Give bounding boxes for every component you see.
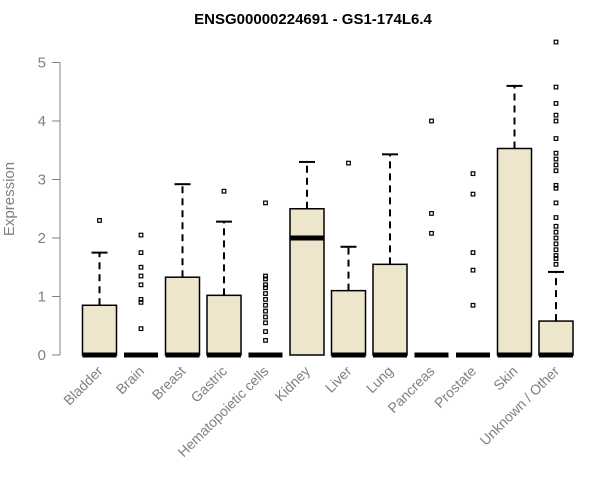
outlier-point xyxy=(138,250,144,256)
outlier-point xyxy=(470,250,476,256)
y-axis-label: Expression xyxy=(1,162,18,236)
outlier-point xyxy=(138,297,144,302)
y-tick-label: 5 xyxy=(38,55,46,72)
outlier-point xyxy=(553,185,559,191)
outlier-point xyxy=(138,282,144,288)
outlier-point xyxy=(263,282,268,288)
x-tick-label: Bladder xyxy=(60,363,106,409)
outlier-point xyxy=(138,326,144,332)
x-tick-label: Liver xyxy=(322,363,355,396)
outlier-point xyxy=(97,218,102,223)
x-tick-label: Lung xyxy=(363,363,396,396)
outlier-point xyxy=(553,118,559,124)
outlier-point xyxy=(553,253,559,258)
box xyxy=(164,276,201,356)
outlier-point xyxy=(553,182,559,188)
outlier-point xyxy=(138,232,144,238)
y-tick-label: 3 xyxy=(38,172,46,189)
box-kidney xyxy=(289,160,325,356)
x-tick-label: Skin xyxy=(490,363,521,394)
y-tick-label: 2 xyxy=(38,230,46,247)
outlier-point xyxy=(553,84,559,90)
outlier-point xyxy=(263,314,268,320)
box xyxy=(289,208,325,356)
outlier-point xyxy=(553,235,559,241)
outlier-point xyxy=(346,160,351,166)
outlier-point xyxy=(553,215,559,220)
box-breast xyxy=(164,183,201,358)
outlier-point xyxy=(553,256,559,261)
y-tick-label: 0 xyxy=(38,347,46,364)
outlier-point xyxy=(553,241,559,247)
box-unknown-other xyxy=(538,39,574,358)
box-bladder xyxy=(81,218,118,358)
box xyxy=(538,320,574,356)
outlier-point xyxy=(553,200,559,206)
box-skin xyxy=(496,84,533,358)
outlier-point xyxy=(553,156,559,162)
outlier-point xyxy=(263,291,268,296)
outlier-point xyxy=(553,223,559,229)
outlier-point xyxy=(470,267,476,273)
outlier-point xyxy=(429,118,434,124)
outlier-point xyxy=(470,302,476,308)
box-hematopoietic-cells xyxy=(248,200,283,358)
box-series xyxy=(81,39,574,358)
outlier-point xyxy=(263,297,268,302)
outlier-point xyxy=(553,39,559,45)
y-tick-label: 4 xyxy=(38,113,46,130)
outlier-point xyxy=(553,101,559,106)
box-lung xyxy=(372,153,408,358)
box xyxy=(206,294,242,356)
outlier-point xyxy=(553,247,559,253)
outlier-point xyxy=(263,276,268,282)
outlier-point xyxy=(263,200,268,206)
box-gastric xyxy=(206,188,242,358)
outlier-point xyxy=(553,162,559,168)
outlier-point xyxy=(553,136,559,141)
outlier-point xyxy=(263,285,268,291)
outlier-point xyxy=(138,299,144,305)
x-tick-label: Unknown / Other xyxy=(477,363,563,449)
outlier-point xyxy=(553,112,559,118)
outlier-point xyxy=(138,273,144,279)
outlier-point xyxy=(263,329,268,334)
outlier-point xyxy=(263,337,268,343)
box xyxy=(372,263,408,356)
box xyxy=(81,304,118,356)
box-pancreas xyxy=(414,118,449,358)
outlier-point xyxy=(263,320,268,326)
outlier-point xyxy=(263,302,268,308)
outlier-point xyxy=(553,150,559,156)
box-liver xyxy=(330,160,367,358)
box-prostate xyxy=(456,171,490,358)
outlier-point xyxy=(429,230,434,236)
outlier-point xyxy=(470,191,476,197)
x-tick-label: Prostate xyxy=(431,363,479,411)
x-tick-label: Kidney xyxy=(272,363,314,405)
outlier-point xyxy=(263,273,268,279)
outlier-point xyxy=(263,308,268,314)
outlier-point xyxy=(138,264,144,270)
y-axis: 0 1 2 3 4 5 xyxy=(38,55,61,364)
x-tick-label: Brain xyxy=(113,363,147,397)
chart-title: ENSG00000224691 - GS1-174L6.4 xyxy=(194,11,432,28)
x-tick-label: Breast xyxy=(149,363,189,403)
box xyxy=(330,289,367,356)
box xyxy=(496,147,533,356)
outlier-point xyxy=(470,171,476,177)
outlier-point xyxy=(553,168,559,174)
outlier-point xyxy=(221,188,227,194)
outlier-point xyxy=(429,211,434,216)
outlier-point xyxy=(553,229,559,235)
box-brain xyxy=(124,232,158,358)
outlier-point xyxy=(553,261,559,267)
y-tick-label: 1 xyxy=(38,289,46,306)
